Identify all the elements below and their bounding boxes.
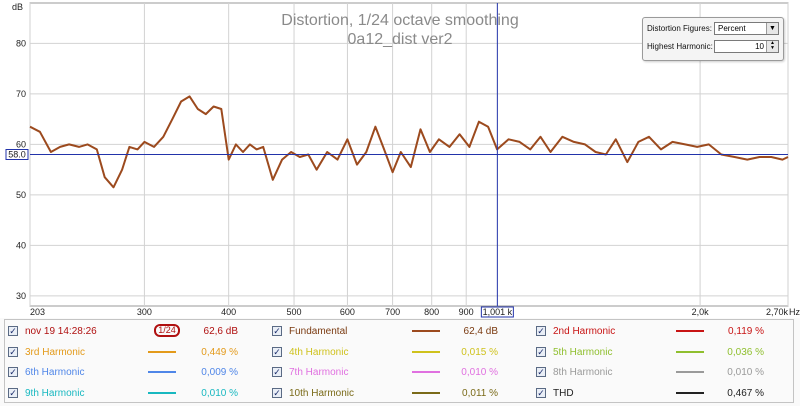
chart-subtitle: 0a12_dist ver2: [348, 31, 453, 48]
checkbox-2nd-harmonic[interactable]: ✓: [536, 326, 546, 336]
legend-swatch-7th-harmonic: [412, 371, 440, 373]
checkbox-measurement[interactable]: ✓: [8, 326, 18, 336]
distortion-figures-label: Distortion Figures:: [647, 24, 712, 33]
checkbox-6th-harmonic[interactable]: ✓: [8, 367, 18, 377]
highest-harmonic-spinner[interactable]: 10 ▲ ▼: [714, 40, 779, 53]
legend-row: ✓ 9th Harmonic 0,010 % ✓ 10th Harmonic 0…: [0, 383, 800, 403]
y-tick-label: 70: [16, 89, 26, 99]
legend-swatch-5th-harmonic: [676, 351, 704, 353]
checkbox-fundamental[interactable]: ✓: [272, 326, 282, 336]
legend-value-5th-harmonic: 0,036 %: [727, 347, 764, 358]
distortion-controls-panel: Distortion Figures: Percent ▼ Highest Ha…: [642, 17, 784, 61]
x-axis-unit: Hz: [789, 307, 800, 317]
checkbox-10th-harmonic[interactable]: ✓: [272, 388, 282, 398]
legend-swatch-3rd-harmonic: [148, 351, 176, 353]
legend-label-2nd-harmonic: 2nd Harmonic: [553, 326, 616, 337]
legend-value-thd: 0,467 %: [727, 388, 764, 399]
legend-label-5th-harmonic: 5th Harmonic: [553, 347, 613, 358]
legend-row: ✓ 3rd Harmonic 0,449 % ✓ 4th Harmonic 0,…: [0, 342, 800, 362]
y-axis-ticks: 30 40 50 60 70 80: [16, 38, 26, 301]
cursor-y-readout: 58.0: [8, 150, 26, 160]
legend-panel: ✓ nov 19 14:28:26 1/24 62,6 dB ✓ Fundame…: [0, 318, 800, 406]
x-tick-label: 700: [385, 307, 400, 317]
smoothing-badge[interactable]: 1/24: [154, 324, 180, 337]
legend-swatch-fundamental: [412, 330, 440, 332]
series-layer: [29, 95, 789, 189]
highest-harmonic-label: Highest Harmonic:: [647, 42, 713, 51]
legend-label-10th-harmonic: 10th Harmonic: [289, 388, 355, 399]
legend-label-7th-harmonic: 7th Harmonic: [289, 367, 349, 378]
x-axis-ticks: 203 300 400 500 600 700 800 900 2,0k 2,70k: [30, 307, 788, 317]
checkbox-thd[interactable]: ✓: [536, 388, 546, 398]
x-tick-label: 2,70k: [766, 307, 789, 317]
cursor-x-readout-box: [480, 306, 514, 318]
legend-swatch-thd: [676, 392, 704, 394]
legend-value-9th-harmonic: 0,010 %: [201, 388, 238, 399]
x-tick-label: 300: [137, 307, 152, 317]
legend-label-thd: THD: [553, 388, 574, 399]
legend-swatch-2nd-harmonic: [676, 330, 704, 332]
measurement-timestamp: nov 19 14:28:26: [25, 326, 97, 337]
legend-value-10th-harmonic: 0,011 %: [462, 388, 498, 399]
legend-label-4th-harmonic: 4th Harmonic: [289, 347, 349, 358]
legend-swatch-9th-harmonic: [148, 392, 176, 394]
spinner-arrows-icon[interactable]: ▲ ▼: [766, 41, 778, 52]
legend-label-6th-harmonic: 6th Harmonic: [25, 367, 85, 378]
y-tick-label: 40: [16, 240, 26, 250]
y-axis-unit: dB: [12, 2, 23, 12]
series-line-fundamental: [29, 95, 789, 189]
distortion-figures-select[interactable]: Percent ▼: [714, 22, 779, 35]
x-tick-label: 800: [424, 307, 439, 317]
x-tick-label: 900: [459, 307, 474, 317]
legend-label-8th-harmonic: 8th Harmonic: [553, 367, 613, 378]
checkbox-8th-harmonic[interactable]: ✓: [536, 367, 546, 377]
distortion-figures-value: Percent: [718, 24, 746, 33]
legend-swatch-6th-harmonic: [148, 371, 176, 373]
legend-value-fundamental: 62,4 dB: [463, 326, 498, 337]
x-tick-label: 500: [287, 307, 302, 317]
checkbox-9th-harmonic[interactable]: ✓: [8, 388, 18, 398]
checkbox-5th-harmonic[interactable]: ✓: [536, 347, 546, 357]
legend-label-9th-harmonic: 9th Harmonic: [25, 388, 85, 399]
chart-title: Distortion, 1/24 octave smoothing: [281, 12, 518, 29]
dropdown-arrow-icon[interactable]: ▼: [766, 23, 778, 34]
legend-label-3rd-harmonic: 3rd Harmonic: [25, 347, 86, 358]
y-tick-label: 30: [16, 291, 26, 301]
x-tick-label: 600: [340, 307, 355, 317]
highest-harmonic-value: 10: [755, 42, 764, 51]
legend-value-4th-harmonic: 0,015 %: [461, 347, 498, 358]
checkbox-3rd-harmonic[interactable]: ✓: [8, 347, 18, 357]
legend-value-2nd-harmonic: 0,119 %: [728, 326, 764, 337]
legend-swatch-4th-harmonic: [412, 351, 440, 353]
x-tick-label: 2,0k: [692, 307, 710, 317]
x-tick-label: 203: [30, 307, 45, 317]
x-tick-label: 400: [221, 307, 236, 317]
legend-row: ✓ 6th Harmonic 0,009 % ✓ 7th Harmonic 0,…: [0, 362, 800, 382]
legend-value-8th-harmonic: 0,010 %: [727, 367, 764, 378]
legend-label-fundamental: Fundamental: [289, 326, 348, 337]
legend-row: ✓ nov 19 14:28:26 1/24 62,6 dB ✓ Fundame…: [0, 321, 800, 341]
y-tick-label: 80: [16, 38, 26, 48]
cursor-level-value: 62,6 dB: [203, 326, 238, 337]
y-tick-label: 50: [16, 190, 26, 200]
checkbox-7th-harmonic[interactable]: ✓: [272, 367, 282, 377]
checkbox-4th-harmonic[interactable]: ✓: [272, 347, 282, 357]
legend-value-7th-harmonic: 0,010 %: [461, 367, 498, 378]
legend-value-3rd-harmonic: 0,449 %: [201, 347, 238, 358]
legend-frame: [4, 319, 794, 403]
legend-value-6th-harmonic: 0,009 %: [201, 367, 238, 378]
cursor-x-readout: 1,001 k: [483, 307, 513, 317]
legend-swatch-10th-harmonic: [412, 392, 440, 394]
y-tick-label: 60: [16, 139, 26, 149]
legend-swatch-8th-harmonic: [676, 371, 704, 373]
cursor-y-readout-box: [5, 149, 29, 160]
